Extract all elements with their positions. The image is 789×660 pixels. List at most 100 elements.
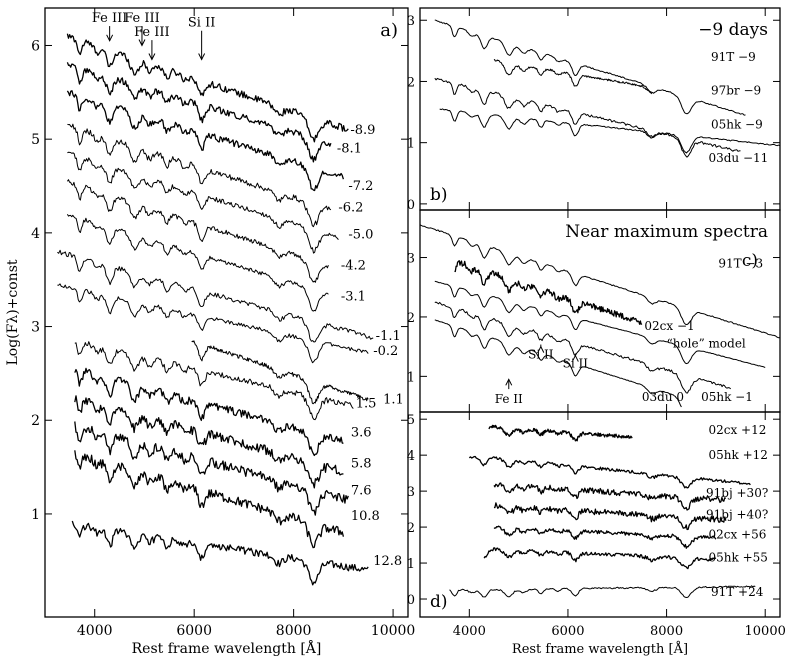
y-tick-label: 0 [407, 593, 415, 608]
spectrum-label: -5.0 [348, 228, 373, 243]
y-tick-label: 3 [407, 252, 415, 267]
annotation-arrowhead [537, 345, 545, 353]
panel-d-frame [419, 411, 781, 618]
annotation-arrowhead [571, 354, 579, 362]
spectrum-c-2 [434, 280, 766, 368]
spectrum-label: 3.6 [351, 425, 372, 440]
x-tick-label: 8000 [650, 624, 683, 639]
annotation-label: Fe III [124, 11, 160, 26]
spectrum-a-3 [67, 123, 332, 228]
spectrum-b-1 [493, 59, 653, 95]
spectrum-a-8 [57, 283, 369, 364]
y-tick-label: 1 [407, 557, 415, 572]
y-tick-label: 1 [31, 507, 40, 523]
spectrum-label: 02cx +56 [708, 527, 766, 541]
spectrum-label: -6.2 [338, 201, 363, 216]
spectrum-b-2 [434, 77, 741, 158]
panel-label: d) [430, 592, 448, 612]
spectrum-a-12 [74, 395, 344, 489]
spectrum-label: -4.2 [341, 259, 366, 274]
y-tick-label: 2 [407, 521, 415, 536]
spectrum-label: -0.2 [373, 344, 398, 359]
y-tick-label: 3 [31, 320, 40, 336]
spectrum-c-3 [434, 301, 732, 394]
spectrum-label: -8.1 [337, 142, 362, 157]
y-tick-label: 4 [31, 226, 40, 242]
spectrum-label: 03du 0 [642, 390, 684, 404]
annotation-label: Fe III [134, 25, 170, 40]
spectrum-a-2 [66, 90, 345, 192]
panel-a-frame [44, 7, 409, 618]
spectrum-a-6 [66, 214, 329, 312]
spectrum-a-1 [66, 62, 332, 163]
spectrum-label: 03du −11 [708, 151, 768, 165]
y-tick-label: 1 [407, 370, 415, 385]
panel-label: a) [380, 20, 398, 41]
spectrum-b-3 [439, 108, 781, 154]
panel-c: 1 2 3 c) Near maximum spectra 91T −3 02cx −1 “h… [407, 209, 781, 413]
y-tick-label: 5 [31, 132, 40, 148]
y-tick-label: 2 [407, 311, 415, 326]
spectrum-label: 02cx −1 [644, 319, 694, 333]
panel-title: Near maximum spectra [565, 222, 768, 242]
y-tick-label: 2 [407, 75, 415, 90]
spectrum-c-1 [454, 260, 643, 325]
spectrum-d-1 [468, 455, 751, 489]
y-tick-label: 5 [407, 413, 415, 428]
spectrum-label: -1.1 [376, 329, 401, 344]
spectrum-c-0 [419, 224, 781, 339]
spectrum-label: 5.8 [351, 456, 372, 471]
panel-title: −9 days [698, 20, 768, 40]
panel-label: c) [742, 251, 758, 271]
spectrum-a-11 [74, 367, 344, 457]
x-tick-label: 10000 [371, 623, 416, 639]
spectrum-label: 7.6 [351, 484, 372, 499]
spectrum-label: 05hk +12 [708, 448, 767, 462]
spectrum-b-0 [434, 19, 746, 116]
spectrum-label: 05hk −9 [711, 117, 763, 131]
spectrum-a-9 [191, 340, 369, 405]
spectrum-d-6 [449, 585, 756, 598]
spectrum-a-10 [74, 341, 354, 421]
x-tick-label: 4000 [453, 624, 486, 639]
spectrum-a-0 [66, 33, 349, 143]
spectrum-d-2 [493, 482, 727, 511]
spectrum-d-3 [493, 502, 727, 531]
spectrum-d-0 [488, 424, 633, 442]
spectrum-label: 91T −9 [711, 50, 756, 64]
spectrum-label: 91bj +30? [706, 486, 768, 500]
panel-label: b) [430, 185, 448, 205]
spectrum-label: 02cx +12 [708, 423, 766, 437]
spectrum-label: 1.5 [356, 396, 377, 411]
x-tick-label: 8000 [276, 623, 312, 639]
x-axis-label: Rest frame wavelength [Å] [132, 639, 322, 657]
spectrum-a-7 [57, 249, 374, 343]
spectrum-a-5 [66, 179, 329, 283]
y-tick-label: 3 [407, 485, 415, 500]
spectrum-d-4 [493, 525, 717, 549]
spectrum-label: -3.1 [341, 290, 366, 305]
spectrum-label: “hole” model [667, 337, 746, 351]
panel-a: 1 2 3 4 5 6 4000 6000 8000 10000 Rest frame wavele… [5, 7, 416, 657]
x-tick-label: 6000 [176, 623, 212, 639]
y-tick-label: 6 [31, 38, 40, 54]
annotation-label: Si II [188, 16, 215, 31]
y-tick-label: 3 [407, 14, 415, 29]
x-tick-label: 4000 [77, 623, 113, 639]
spectrum-label: 1.1 [383, 393, 404, 408]
spectrum-label: 12.8 [373, 554, 402, 569]
annotation-arrowhead [198, 53, 206, 61]
spectrum-d-5 [483, 547, 717, 570]
annotation-arrowhead [106, 34, 114, 42]
annotation-arrowhead [138, 39, 146, 47]
spectrum-label: 91T −3 [718, 256, 763, 270]
spectrum-label: -8.9 [350, 123, 375, 138]
x-axis-label: Rest frame wavelength [Å] [512, 641, 688, 657]
y-axis-label: Log(Fλ)+const [5, 259, 21, 365]
panel-d: 0 1 2 3 4 5 4000 6000 8000 10000 Rest frame wavele… [407, 411, 786, 657]
y-tick-label: 1 [407, 137, 415, 152]
spectrum-label: -7.2 [348, 179, 373, 194]
y-tick-label: 2 [31, 413, 40, 429]
spectrum-label: 91T +24 [711, 585, 764, 599]
